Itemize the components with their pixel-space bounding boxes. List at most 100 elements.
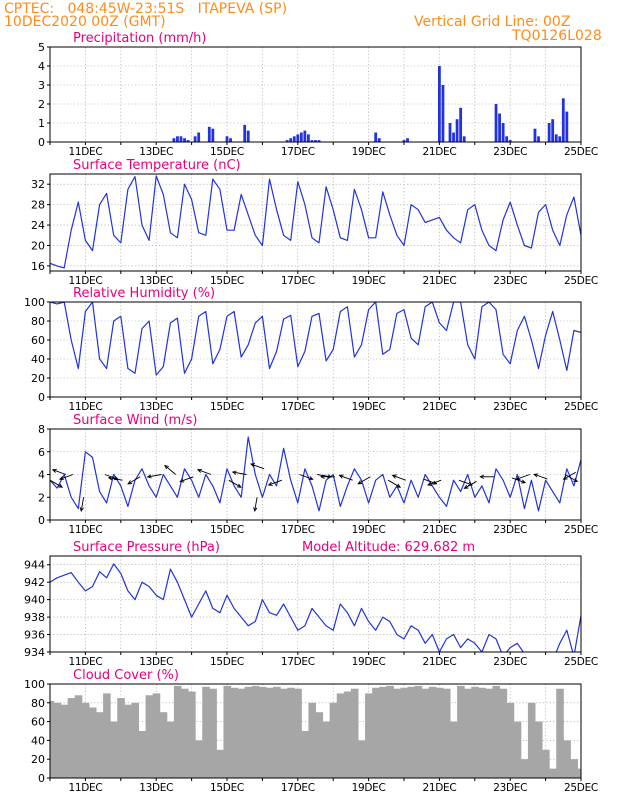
cloud-cover-area-bar — [379, 686, 387, 778]
precipitation-series — [172, 66, 569, 142]
cloud-cover-area-bar — [499, 688, 508, 778]
cloud-cover-area-bar — [357, 740, 366, 778]
wind-arrow-head — [427, 481, 433, 486]
wind-arrow-head — [231, 470, 237, 475]
wind-arrow-shaft — [392, 474, 406, 481]
cloud-cover-ytick-label: 0 — [38, 772, 45, 785]
cloud-cover-frame — [49, 683, 582, 779]
wind-arrow-shaft — [50, 479, 63, 488]
wind-arrow-head — [562, 475, 568, 480]
cloud-cover-date-label: 13DEC — [139, 782, 173, 794]
cloud-cover-area-bar — [230, 687, 239, 778]
cloud-cover-area-bar — [513, 721, 522, 778]
cloud-cover-date-label: 17DEC — [281, 782, 315, 794]
cloud-cover-area-bar — [478, 687, 486, 778]
pressure-series — [50, 563, 581, 652]
precipitation-bar — [183, 138, 186, 142]
cloud-cover-area-bar — [577, 768, 581, 778]
cloud-cover-area-bar — [60, 704, 69, 778]
cloud-cover-area-bar — [117, 698, 125, 778]
precipitation-bar — [186, 140, 190, 142]
precipitation-bar — [314, 140, 317, 142]
pressure-date-label: 17DEC — [281, 656, 315, 668]
header-run-date: 10DEC2020 00Z (GMT) — [4, 14, 166, 30]
cloud-cover-area-bar — [244, 686, 253, 778]
wind-title: Surface Wind (m/s) — [73, 413, 197, 428]
cloud-cover-area-bar — [549, 768, 557, 778]
cloud-cover-area-bar — [471, 686, 479, 778]
pressure-date-label: 15DEC — [210, 656, 244, 668]
cloud-cover-area-bar — [152, 693, 161, 778]
precipitation-bar — [176, 136, 179, 142]
wind-line — [50, 436, 581, 512]
cloud-cover-area-bar — [506, 702, 515, 778]
wind-arrow-head — [573, 477, 579, 483]
pressure-date-label: 25DEC — [564, 656, 598, 668]
temperature-date-label: 17DEC — [281, 275, 315, 287]
precipitation-bar — [455, 119, 459, 142]
wind-arrow-shaft — [164, 465, 176, 475]
humidity-ytick-label: 40 — [31, 353, 45, 366]
cloud-cover-area-bar — [202, 686, 210, 778]
precipitation-bar — [565, 111, 569, 142]
precipitation-bar — [303, 130, 307, 142]
precipitation-date-label: 17DEC — [281, 146, 315, 158]
precipitation-bar — [317, 140, 321, 142]
humidity-ytick-label: 80 — [31, 315, 45, 328]
temperature-series — [50, 175, 581, 269]
cloud-cover-area-bar — [414, 685, 423, 778]
wind-arrow-head — [79, 507, 84, 513]
wind-arrow-shaft — [108, 477, 123, 481]
pressure-ytick-label: 944 — [24, 559, 45, 572]
cloud-cover-date-label: 11DEC — [68, 782, 102, 794]
cloud-cover-area-bar — [88, 707, 97, 778]
pressure-ytick-label: 942 — [24, 576, 45, 589]
cloud-cover-ytick-label: 20 — [31, 753, 45, 766]
cloud-cover-area-bar — [145, 695, 154, 778]
wind-date-label: 25DEC — [564, 524, 598, 536]
cloud-cover-area-bar — [237, 688, 246, 778]
wind-arrow-head — [164, 464, 169, 470]
cloud-cover-area-bar — [173, 685, 182, 778]
wind-date-label: 13DEC — [139, 524, 173, 536]
precipitation-bar — [211, 128, 215, 142]
humidity-frame — [49, 301, 582, 398]
cloud-cover-area-bar — [180, 688, 189, 778]
precipitation-frame — [49, 46, 582, 143]
wind-arrow-shaft — [147, 474, 162, 478]
humidity-date-label: 23DEC — [493, 401, 527, 413]
humidity-ytick-label: 0 — [38, 391, 45, 404]
wind-date-label: 21DEC — [422, 524, 456, 536]
wind-arrow-head — [338, 474, 344, 479]
precipitation-bar — [505, 136, 509, 142]
precipitation-date-label: 21DEC — [422, 146, 456, 158]
wind-arrow-shaft — [268, 479, 283, 486]
precipitation-bar — [547, 123, 551, 142]
precipitation-bar — [558, 136, 562, 142]
temperature-date-label: 15DEC — [210, 275, 244, 287]
pressure-ytick-label: 934 — [24, 646, 45, 659]
precipitation-bar — [374, 132, 378, 142]
cloud-cover-area-bar — [103, 693, 111, 778]
pressure-date-label: 13DEC — [139, 656, 173, 668]
cloud-cover-area-bar — [301, 731, 309, 778]
wind-arrow-head — [479, 474, 485, 479]
wind-date-label: 11DEC — [68, 524, 102, 536]
cloud-cover-area-bar — [350, 688, 359, 778]
cloud-cover-ytick-label: 100 — [24, 678, 45, 691]
cloud-cover-area-bar — [372, 687, 380, 778]
precipitation-bar — [448, 123, 452, 142]
wind-arrow-shaft — [228, 479, 242, 488]
cloud-cover-area-bar — [450, 721, 458, 778]
wind-arrow-head — [51, 468, 57, 473]
cloud-cover-area-bar — [386, 685, 394, 778]
precipitation-date-label: 19DEC — [352, 146, 386, 158]
wind-arrow-head — [396, 483, 402, 488]
wind-arrow-head — [357, 480, 363, 485]
humidity-ytick-label: 60 — [31, 334, 45, 347]
cloud-cover-title: Cloud Cover (%) — [73, 668, 179, 683]
humidity-line — [50, 302, 581, 376]
wind-arrow-shaft — [232, 471, 247, 475]
header-grid-line: Vertical Grid Line: 00Z — [414, 14, 570, 30]
cloud-cover-date-label: 19DEC — [352, 782, 386, 794]
